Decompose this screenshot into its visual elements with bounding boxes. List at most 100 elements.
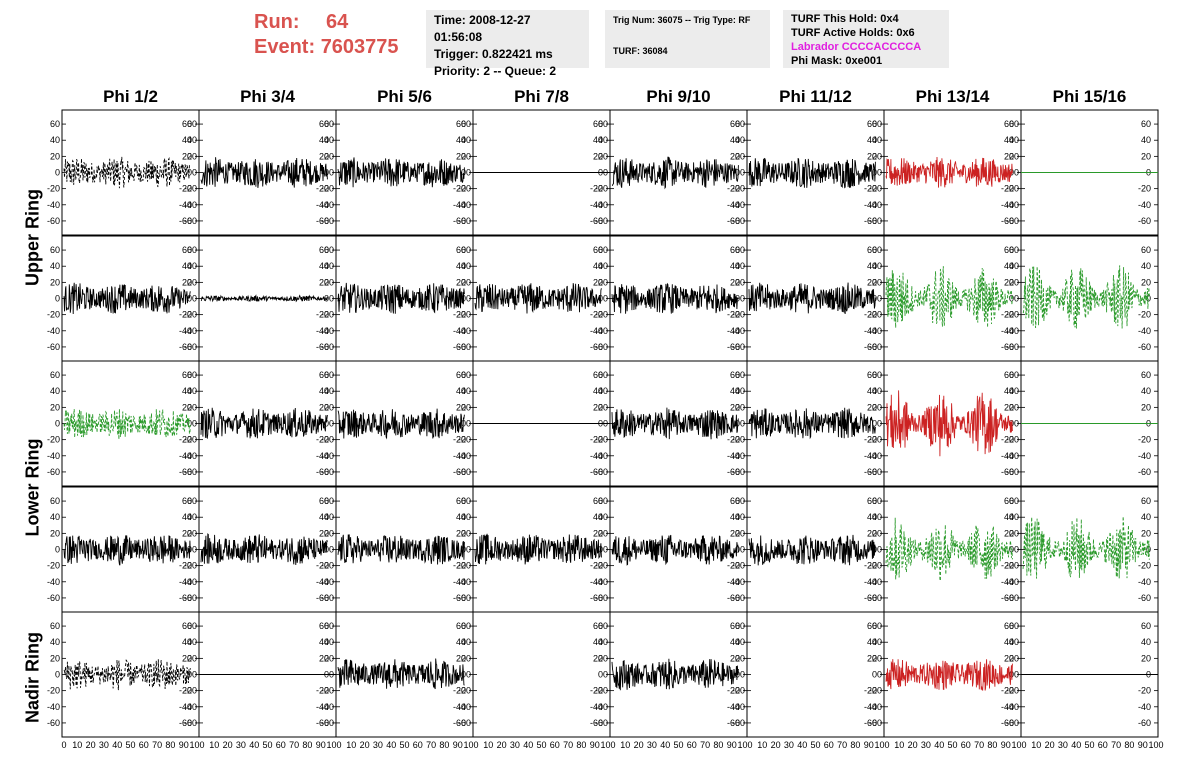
y-tick-label: -60 xyxy=(458,467,471,477)
trig-info-box: Trig Num: 36075 -- Trig Type: RF TURF: 3… xyxy=(605,10,770,68)
x-tick-label: 40 xyxy=(797,740,807,750)
y-tick-label-right: 40 xyxy=(867,386,877,396)
y-tick-label-right: -20 xyxy=(179,435,192,445)
y-tick-label-right: -60 xyxy=(590,216,603,226)
y-tick-label-right: -60 xyxy=(453,342,466,352)
y-tick-label-right: 0 xyxy=(461,168,466,178)
y-tick-label: -60 xyxy=(595,342,608,352)
y-tick-label: 60 xyxy=(50,245,60,255)
phi-header-5: Phi 9/10 xyxy=(646,87,711,106)
y-tick-label: 40 xyxy=(50,386,60,396)
y-tick-label-right: 20 xyxy=(593,528,603,538)
y-tick-label: -20 xyxy=(47,435,60,445)
y-tick-label-right: -40 xyxy=(179,702,192,712)
y-tick-label: 60 xyxy=(50,119,60,129)
y-tick-label-right: 40 xyxy=(730,261,740,271)
y-tick-label-right: -40 xyxy=(590,326,603,336)
y-tick-label: -40 xyxy=(869,577,882,587)
y-tick-label-right: -20 xyxy=(590,310,603,320)
y-tick-label: 60 xyxy=(50,370,60,380)
y-tick-label-right: -20 xyxy=(1138,561,1151,571)
y-tick-label: 40 xyxy=(324,261,334,271)
y-tick-label: -60 xyxy=(47,718,60,728)
waveform-line xyxy=(748,282,876,315)
y-tick-label: 20 xyxy=(872,151,882,161)
x-tick-label: 60 xyxy=(961,740,971,750)
y-tick-label: -40 xyxy=(47,200,60,210)
y-tick-label-right: 60 xyxy=(593,621,603,631)
waveform-line xyxy=(337,157,465,188)
y-tick-label-right: 20 xyxy=(319,528,329,538)
y-tick-label: 0 xyxy=(192,670,197,680)
y-tick-label-right: -60 xyxy=(316,718,329,728)
y-tick-label: 40 xyxy=(1009,386,1019,396)
x-tick-label: 70 xyxy=(563,740,573,750)
y-tick-label-right: 60 xyxy=(1141,496,1151,506)
y-tick-label: 40 xyxy=(598,637,608,647)
y-tick-label-right: 40 xyxy=(182,135,192,145)
y-tick-label-right: 20 xyxy=(1004,528,1014,538)
y-tick-label-right: 40 xyxy=(1141,135,1151,145)
y-tick-label-right: 20 xyxy=(730,277,740,287)
y-tick-label: 20 xyxy=(50,151,60,161)
y-tick-label: 20 xyxy=(187,653,197,663)
y-tick-label: -40 xyxy=(458,702,471,712)
x-tick-label: 100 xyxy=(326,740,341,750)
y-tick-label: -20 xyxy=(184,686,197,696)
run-value: 64 xyxy=(326,11,349,33)
y-tick-label: -60 xyxy=(732,467,745,477)
y-tick-label: -60 xyxy=(1006,467,1019,477)
y-tick-label: 20 xyxy=(735,528,745,538)
y-tick-label: 0 xyxy=(466,670,471,680)
x-tick-label: 30 xyxy=(647,740,657,750)
priority-text: Priority: 2 -- Queue: 2 xyxy=(434,64,557,78)
y-tick-label-right: 40 xyxy=(456,261,466,271)
y-tick-label-right: -20 xyxy=(864,435,877,445)
y-tick-label: 40 xyxy=(735,637,745,647)
x-tick-label: 50 xyxy=(399,740,409,750)
y-tick-label: 60 xyxy=(1009,621,1019,631)
y-tick-label: 40 xyxy=(1009,512,1019,522)
y-tick-label-right: 40 xyxy=(593,386,603,396)
y-tick-label-right: -20 xyxy=(1138,435,1151,445)
y-tick-label-right: 20 xyxy=(1141,402,1151,412)
y-tick-label-right: 40 xyxy=(182,386,192,396)
y-tick-label: 0 xyxy=(877,168,882,178)
y-tick-label: 60 xyxy=(598,496,608,506)
y-tick-label: -60 xyxy=(595,593,608,603)
y-tick-label: 20 xyxy=(872,653,882,663)
y-tick-label: -20 xyxy=(869,435,882,445)
x-tick-label: 80 xyxy=(850,740,860,750)
y-tick-label: 20 xyxy=(187,528,197,538)
y-tick-label-right: 40 xyxy=(730,637,740,647)
y-tick-label: 0 xyxy=(329,545,334,555)
y-tick-label-right: -60 xyxy=(1138,718,1151,728)
y-tick-label: 60 xyxy=(735,245,745,255)
y-tick-label-right: 40 xyxy=(456,512,466,522)
y-tick-label: -20 xyxy=(184,435,197,445)
y-tick-label: 0 xyxy=(740,670,745,680)
y-tick-label-right: 40 xyxy=(182,512,192,522)
y-tick-label-right: 20 xyxy=(593,277,603,287)
y-tick-label: 0 xyxy=(603,545,608,555)
y-tick-label-right: 40 xyxy=(1141,386,1151,396)
x-tick-label: 80 xyxy=(987,740,997,750)
y-tick-label-right: 20 xyxy=(1004,277,1014,287)
y-tick-label: -60 xyxy=(1006,342,1019,352)
y-tick-label: 20 xyxy=(187,402,197,412)
y-tick-label: 20 xyxy=(461,653,471,663)
y-tick-label: 40 xyxy=(598,135,608,145)
y-tick-label: 40 xyxy=(461,261,471,271)
y-tick-label: 40 xyxy=(735,512,745,522)
y-tick-label: -40 xyxy=(47,577,60,587)
y-tick-label: 60 xyxy=(187,245,197,255)
y-tick-label-right: 60 xyxy=(867,245,877,255)
x-tick-label: 100 xyxy=(189,740,204,750)
